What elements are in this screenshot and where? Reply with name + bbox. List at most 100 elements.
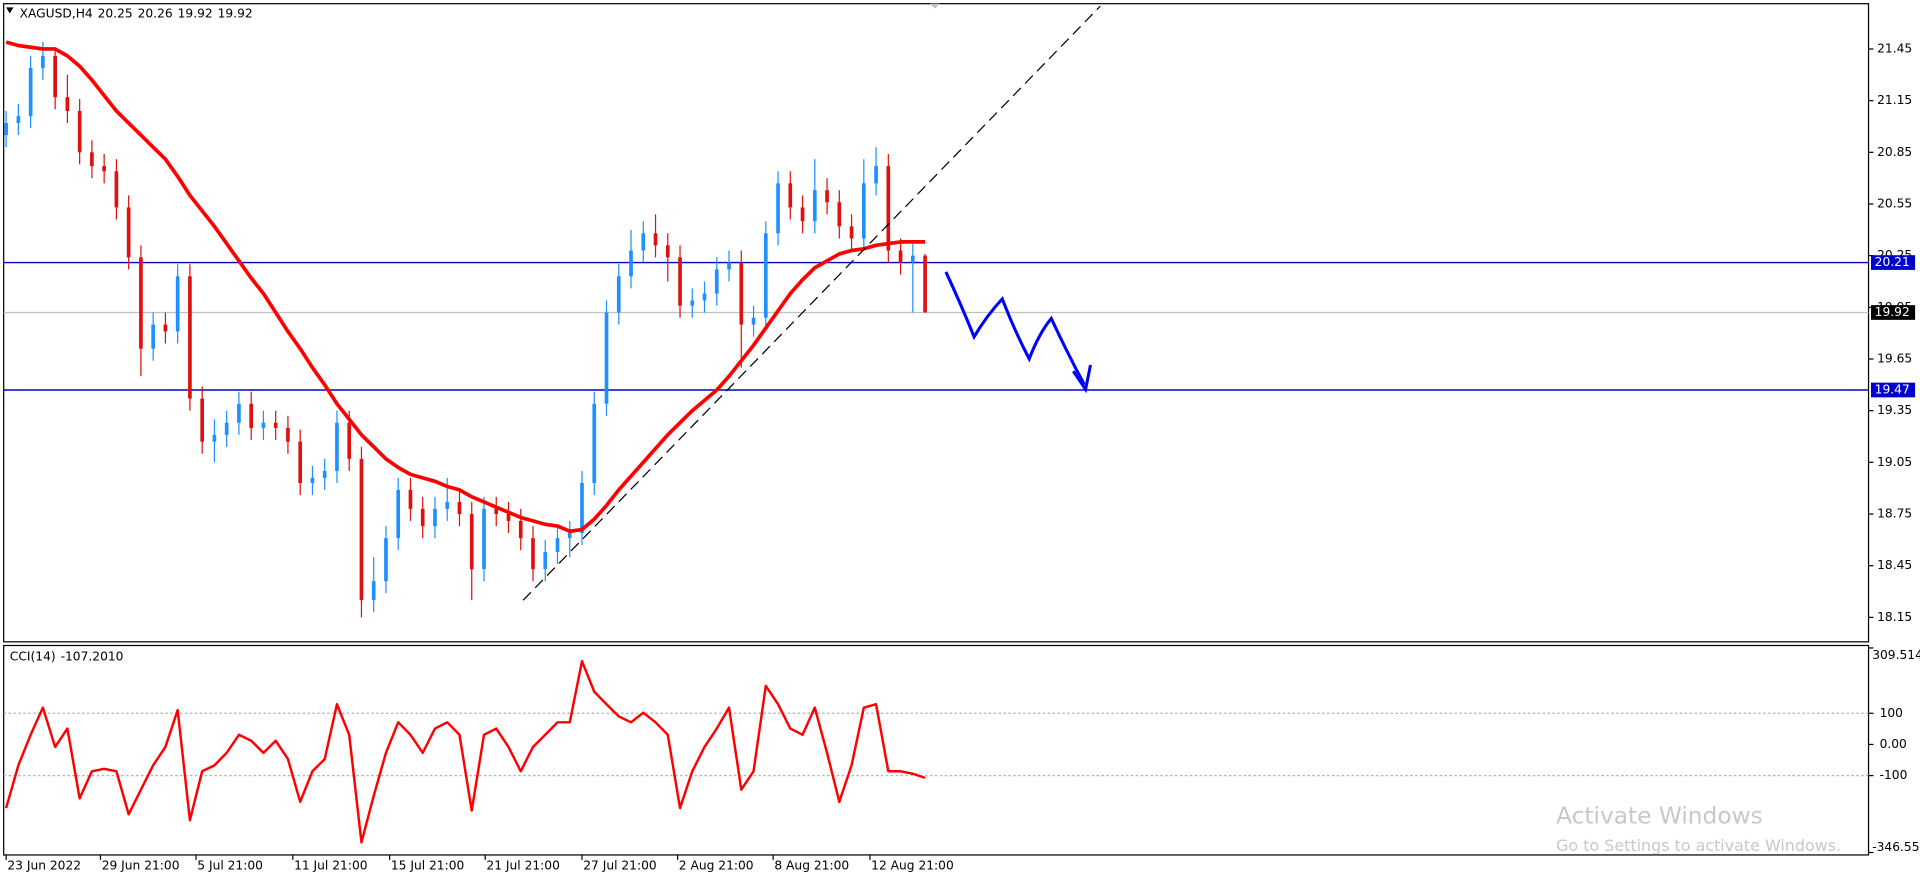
x-tick-label: 8 Aug 21:00 [774,858,849,872]
indicator-header: CCI(14) -107.2010 [10,649,124,663]
y-tick-label: -346.559 [1872,840,1920,854]
candle-body [175,276,180,332]
candle-body [408,489,413,509]
candle-body [776,183,780,234]
candle-body [163,324,168,332]
candle-body [641,233,646,251]
candle-body [923,255,927,313]
y-tick-label: -100 [1880,768,1908,782]
candle-body [616,276,621,313]
candle-body [910,255,915,263]
y-tick-label: 18.45 [1877,558,1912,572]
y-tick-label: 21.45 [1877,41,1912,55]
candle-body [543,551,548,570]
candle-body [457,501,462,515]
trend-line [522,5,1101,601]
candle-body [249,403,254,428]
candle-body [653,233,658,246]
candle-body [506,514,511,521]
candle-body [151,324,155,349]
candle-body [849,226,854,239]
candle-body [469,514,474,570]
candle-body [788,183,793,208]
candle-body [629,250,633,277]
candle-body [347,422,352,459]
y-tick-label: 309.514 [1872,648,1920,662]
candle-body [898,250,903,263]
candle-body [212,434,217,442]
y-tick-label: 19.65 [1877,352,1912,366]
candle-body [28,67,33,117]
candle-body [102,166,106,172]
x-tick-label: 2 Aug 21:00 [679,858,754,872]
symbol: XAGUSD,H4 [20,6,93,20]
candle-body [800,207,805,222]
candle-body [604,312,609,404]
candle-body [433,508,437,527]
forecast-arrow-head [1072,364,1092,394]
moving-average [5,40,926,534]
menu-triangle[interactable] [6,7,14,14]
y-tick-label: 21.15 [1877,93,1912,107]
candle-body [714,269,719,294]
line-price-label: 20.21 [1875,255,1910,269]
y-tick-label: 18.75 [1877,507,1912,521]
candle-body [763,233,768,318]
candle-body [90,152,94,167]
y-tick-label: 20.85 [1877,145,1912,159]
candle-body [837,202,842,227]
candle-body [727,262,731,270]
chart-header: XAGUSD,H4 20.25 20.26 19.92 19.92 [20,6,253,20]
x-tick-label: 5 Jul 21:00 [197,858,263,872]
line-price-label: 19.47 [1875,383,1910,397]
candle-body [702,293,707,301]
candle-body [188,276,192,399]
candle-body [751,317,756,325]
y-tick-label: 19.05 [1877,455,1912,469]
candle-body [690,300,695,306]
candle-body [886,166,891,251]
quote-value: 19.92 [218,6,253,20]
y-tick-label: 100 [1880,706,1903,720]
candle-body [567,532,572,539]
line-price-box [1870,382,1916,398]
candle-body [518,520,523,539]
bid-price-label: 19.92 [1875,305,1910,319]
candle-body [298,441,303,484]
candle-body [126,207,131,258]
line-price-box [1870,255,1916,270]
y-tick-label: 18.15 [1877,610,1912,624]
x-tick-label: 12 Aug 21:00 [871,858,954,872]
shift-marker[interactable] [929,3,940,9]
candle-body [384,538,388,582]
candle-body [665,245,670,258]
candle-body [237,403,241,423]
y-tick-label: 19.35 [1877,403,1912,417]
candle-body [65,97,70,111]
watermark-subtitle: Go to Settings to activate Windows. [1556,836,1841,855]
candle-body [494,508,499,515]
x-tick-label: 29 Jun 21:00 [102,858,180,872]
candle-body [678,257,682,306]
quote-value: 20.26 [138,6,173,20]
candle-body [482,508,486,570]
quote-value: 19.92 [178,6,213,20]
bid-price-box [1870,305,1916,320]
x-tick-label: 15 Jul 21:00 [391,858,464,872]
candle-body [531,538,535,570]
candle-body [812,190,817,222]
candle-body [139,257,143,349]
x-tick-label: 11 Jul 21:00 [294,858,367,872]
x-tick-label: 23 Jun 2022 [7,858,81,872]
candle-body [359,458,364,601]
candle-body [861,183,866,239]
candle-body [261,422,266,428]
candle-body [335,422,339,471]
candle-body [874,166,878,184]
candle-body [322,470,327,478]
plot: 21.4521.1520.8520.5520.2519.9519.6519.35… [3,40,1920,872]
candle-body [53,55,57,98]
indicator-line [4,659,926,844]
